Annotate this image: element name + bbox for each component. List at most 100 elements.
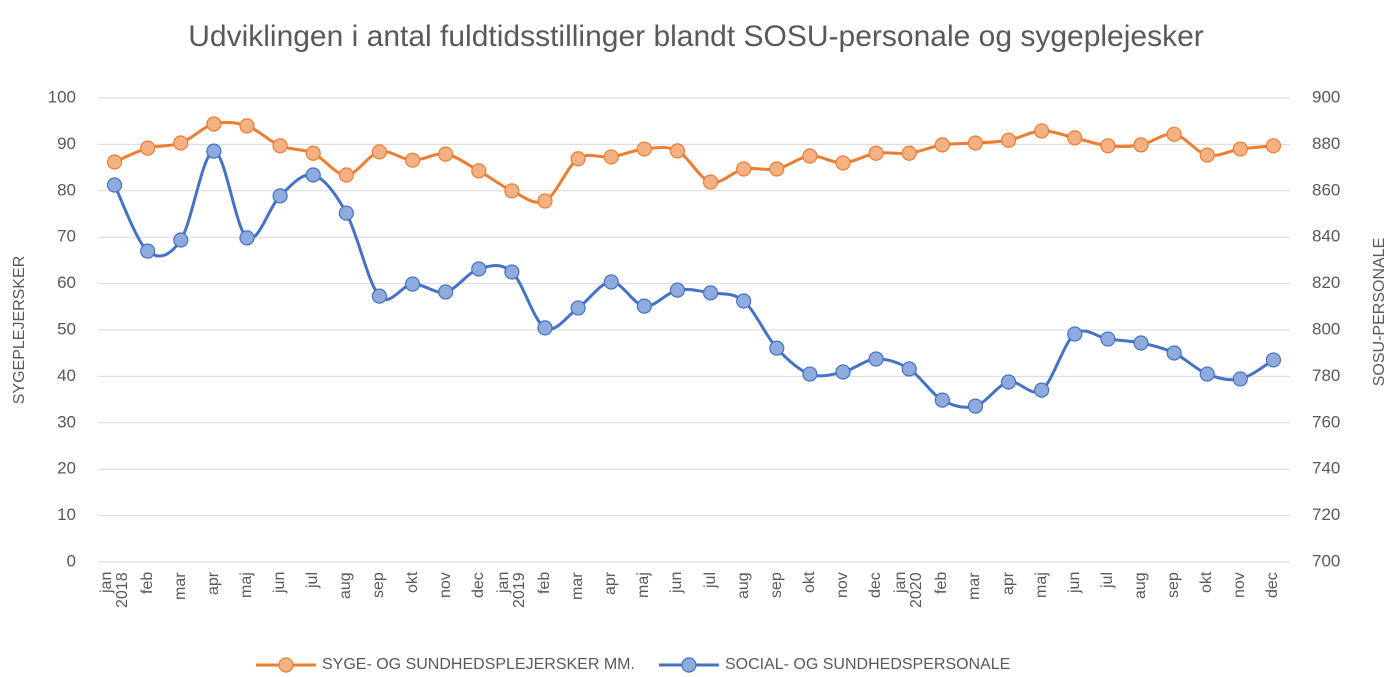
data-point bbox=[702, 285, 719, 301]
x-tick-label: okt bbox=[800, 572, 818, 594]
x-tick-label: nov bbox=[1231, 572, 1249, 598]
x-tick-label: okt bbox=[403, 572, 421, 594]
data-point bbox=[1067, 326, 1083, 342]
data-point bbox=[404, 152, 421, 168]
data-point bbox=[106, 154, 123, 170]
data-point bbox=[239, 118, 255, 134]
x-tick-label: apr bbox=[204, 572, 222, 596]
x-tick-label: jun bbox=[271, 572, 289, 594]
y2-axis-title: SOSU-PERSONALE bbox=[1371, 238, 1388, 386]
y2-tick-label: 760 bbox=[1312, 412, 1340, 431]
y2-tick-label: 800 bbox=[1312, 319, 1340, 338]
x-tick-label: sep bbox=[767, 572, 785, 598]
data-point bbox=[901, 145, 917, 161]
y-tick-label: 60 bbox=[57, 273, 76, 292]
data-point bbox=[1067, 130, 1083, 146]
y2-tick-label: 880 bbox=[1312, 134, 1340, 153]
data-point bbox=[570, 151, 586, 167]
data-point bbox=[835, 364, 851, 380]
y2-tick-label: 780 bbox=[1312, 366, 1340, 385]
data-point bbox=[1265, 352, 1282, 368]
x-tick-label: jun bbox=[668, 572, 686, 594]
data-point bbox=[438, 146, 454, 162]
x-tick-label: maj bbox=[238, 572, 255, 598]
y2-tick-label: 820 bbox=[1312, 273, 1340, 292]
y-tick-label: 100 bbox=[48, 87, 76, 106]
data-point bbox=[1265, 138, 1282, 154]
x-tick-label: apr bbox=[999, 572, 1017, 596]
x-tick-label: jan 2019 bbox=[494, 572, 528, 608]
x-tick-label: feb bbox=[536, 572, 553, 595]
data-point bbox=[603, 149, 619, 165]
y-axis-title: SYGEPLEJERSKER bbox=[11, 256, 28, 405]
data-point bbox=[1100, 331, 1116, 347]
data-point bbox=[1034, 123, 1050, 139]
x-tick-label: nov bbox=[436, 572, 454, 598]
y-tick-label: 0 bbox=[67, 551, 76, 570]
x-tick-label: jan 2020 bbox=[892, 572, 926, 608]
x-tick-label: jul bbox=[1098, 572, 1116, 589]
y2-tick-label: 900 bbox=[1312, 87, 1340, 106]
data-point bbox=[140, 243, 156, 259]
data-point bbox=[868, 145, 884, 161]
y-tick-label: 70 bbox=[57, 227, 76, 246]
x-tick-label: jul bbox=[304, 572, 322, 589]
y-tick-label: 50 bbox=[57, 319, 76, 338]
data-point bbox=[371, 288, 388, 304]
y-tick-label: 30 bbox=[57, 412, 76, 431]
x-tick-label: maj bbox=[635, 572, 653, 598]
data-point bbox=[438, 284, 454, 300]
data-point bbox=[140, 140, 156, 156]
x-tick-label: sep bbox=[1165, 572, 1183, 598]
y-tick-label: 10 bbox=[57, 505, 76, 524]
data-point bbox=[934, 137, 950, 153]
data-point bbox=[1199, 147, 1215, 163]
data-point bbox=[206, 116, 222, 132]
y-tick-label: 80 bbox=[57, 180, 76, 199]
x-tick-label: okt bbox=[1198, 572, 1216, 594]
data-point bbox=[603, 274, 619, 290]
data-point bbox=[1166, 345, 1182, 361]
chart-title: Udviklingen i antal fuldtidsstillinger b… bbox=[188, 20, 1204, 53]
data-point bbox=[934, 392, 950, 408]
data-point bbox=[736, 293, 752, 309]
legend-marker bbox=[278, 657, 294, 673]
x-tick-label: jul bbox=[701, 572, 719, 589]
data-point bbox=[1000, 374, 1017, 390]
data-point bbox=[206, 143, 222, 159]
x-tick-label: apr bbox=[602, 572, 620, 596]
data-point bbox=[1166, 126, 1182, 142]
x-tick-label: dec bbox=[469, 572, 487, 598]
y2-tick-label: 860 bbox=[1312, 180, 1340, 199]
data-point bbox=[338, 205, 354, 221]
legend-marker bbox=[681, 657, 697, 673]
x-tick-label: jun bbox=[1065, 572, 1083, 594]
x-tick-label: nov bbox=[834, 572, 851, 598]
data-point bbox=[338, 167, 354, 183]
y-tick-label: 90 bbox=[57, 134, 76, 153]
data-point bbox=[305, 167, 321, 183]
data-point bbox=[1232, 371, 1248, 387]
data-point bbox=[967, 135, 984, 151]
x-tick-label: mar bbox=[569, 572, 587, 600]
x-tick-label: feb bbox=[138, 572, 156, 595]
data-point bbox=[471, 163, 487, 179]
data-point bbox=[371, 144, 388, 160]
data-point bbox=[901, 361, 917, 377]
data-point bbox=[868, 351, 884, 367]
data-point bbox=[636, 298, 652, 314]
data-point bbox=[702, 174, 719, 190]
x-tick-label: mar bbox=[171, 572, 189, 600]
data-point bbox=[404, 276, 421, 292]
y2-tick-label: 720 bbox=[1312, 505, 1340, 524]
data-point bbox=[1199, 366, 1215, 382]
y2-tick-label: 840 bbox=[1312, 227, 1340, 246]
data-point bbox=[835, 155, 851, 171]
x-tick-label: dec bbox=[867, 572, 885, 598]
data-point bbox=[537, 320, 553, 336]
data-point bbox=[669, 282, 686, 298]
data-point bbox=[504, 264, 520, 280]
data-point bbox=[1232, 141, 1248, 157]
